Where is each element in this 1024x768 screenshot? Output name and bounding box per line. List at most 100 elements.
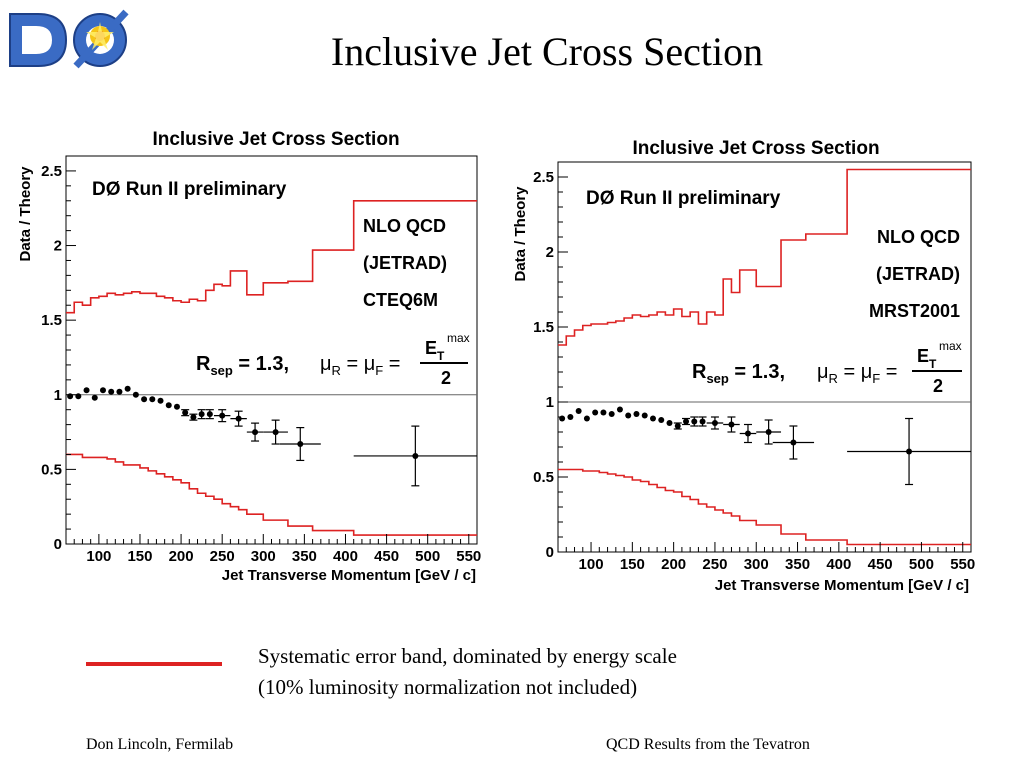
- chart-marks: 100 150 200 250 300 350 400 450 500 550 0 0.5 1 1.5 2 2…: [41, 163, 481, 565]
- x-tick-label: 150: [620, 556, 645, 573]
- y-axis-label: Data / Theory: [512, 186, 529, 282]
- x-tick-label: 200: [169, 548, 194, 565]
- data-point: [124, 385, 131, 392]
- footer-author: Don Lincoln, Fermilab: [86, 736, 234, 753]
- svg-text:ET: ET: [425, 338, 445, 363]
- y-axis-label: Data / Theory: [17, 166, 34, 262]
- et-e: E: [917, 346, 929, 366]
- x-tick-label: 250: [702, 556, 727, 573]
- x-tick-label: 550: [950, 556, 975, 573]
- data-point: [658, 417, 665, 423]
- data-point: [616, 406, 623, 413]
- rsep-value: = 1.3,: [233, 353, 289, 375]
- data-point: [641, 412, 648, 419]
- x-tick-label: 550: [456, 548, 481, 565]
- rsep-r: R: [692, 361, 707, 383]
- fraction-denominator: 2: [441, 368, 451, 388]
- data-point: [666, 420, 673, 426]
- y-tick-label: 2.5: [533, 169, 554, 186]
- y-tick-label: 1: [546, 394, 554, 411]
- caption-line-1: Systematic error band, dominated by ener…: [258, 644, 677, 668]
- data-point: [99, 387, 106, 394]
- data-point: [600, 409, 607, 416]
- data-point: [649, 415, 656, 422]
- mu-f: μ: [364, 353, 376, 375]
- footer-talk-title: QCD Results from the Tevatron: [606, 736, 810, 753]
- data-point: [67, 393, 74, 400]
- data-point: [674, 423, 681, 429]
- data-point: [412, 452, 419, 459]
- data-point: [633, 411, 640, 417]
- data-point: [691, 418, 698, 425]
- data-point: [91, 394, 98, 401]
- theory-label-line2: (JETRAD): [363, 253, 447, 273]
- scale-formula: Rsep = 1.3, μR = μF = ET max 2: [692, 339, 962, 396]
- rsep-value: = 1.3,: [729, 361, 785, 383]
- data-point: [190, 414, 197, 421]
- mu-eq: =: [341, 353, 364, 375]
- x-tick-label: 500: [415, 548, 440, 565]
- data-point: [173, 403, 180, 410]
- experiment-label: DØ Run II preliminary: [92, 179, 287, 200]
- y-tick-label: 1: [54, 387, 62, 404]
- x-tick-label: 300: [744, 556, 769, 573]
- chart-mrst2001: Inclusive Jet Cross Section Data / Theor…: [506, 126, 984, 598]
- chart-title: Inclusive Jet Cross Section: [152, 129, 399, 150]
- mu-f-sub: F: [375, 363, 383, 378]
- chart-title: Inclusive Jet Cross Section: [632, 138, 879, 159]
- caption-line-2: (10% luminosity normalization not includ…: [258, 675, 638, 699]
- et-sup: max: [447, 331, 470, 345]
- theory-label-line3: CTEQ6M: [363, 290, 438, 310]
- x-tick-label: 450: [374, 548, 399, 565]
- x-tick-label: 100: [86, 548, 111, 565]
- x-tick-label: 200: [661, 556, 686, 573]
- dzero-logo-mark: [9, 9, 129, 69]
- data-point: [116, 388, 123, 395]
- data-point: [132, 391, 139, 398]
- data-point: [272, 429, 279, 436]
- data-point: [182, 409, 189, 416]
- data-point: [235, 415, 242, 422]
- mu-r: μ: [817, 361, 829, 383]
- theory-label-line1: NLO QCD: [877, 227, 960, 247]
- x-tick-label: 350: [292, 548, 317, 565]
- et-sub: T: [929, 357, 937, 371]
- data-point: [608, 411, 615, 417]
- mu-f: μ: [861, 361, 873, 383]
- data-point: [683, 418, 690, 425]
- et-sub: T: [437, 349, 445, 363]
- y-tick-label: 0: [54, 536, 62, 553]
- data-point: [699, 418, 706, 425]
- svg-text:Rsep = 1.3,: Rsep = 1.3,: [196, 353, 289, 378]
- x-axis-label: Jet Transverse Momentum [GeV / c]: [715, 577, 969, 594]
- chart-mrst2001-svg: Inclusive Jet Cross Section Data / Theor…: [512, 138, 975, 594]
- svg-text:Rsep = 1.3,: Rsep = 1.3,: [692, 361, 785, 386]
- x-tick-label: 250: [210, 548, 235, 565]
- y-tick-label: 1.5: [41, 312, 62, 329]
- x-tick-label: 450: [868, 556, 893, 573]
- theory-label-line3: MRST2001: [869, 301, 960, 321]
- svg-text:μR = μF =: μR = μF =: [817, 361, 897, 386]
- x-tick-label: 100: [579, 556, 604, 573]
- x-tick-label: 150: [127, 548, 152, 565]
- et-sup: max: [939, 339, 962, 353]
- rsep-sub: sep: [210, 363, 232, 378]
- dzero-logo: [4, 4, 132, 72]
- rsep-r: R: [196, 353, 211, 375]
- data-point: [83, 387, 90, 394]
- data-point: [252, 429, 259, 436]
- data-point: [575, 408, 582, 414]
- svg-text:ET: ET: [917, 346, 937, 371]
- mu-eq2: =: [880, 361, 897, 383]
- y-tick-label: 2.5: [41, 163, 62, 180]
- data-point: [75, 393, 82, 400]
- experiment-label: DØ Run II preliminary: [586, 188, 781, 209]
- systematic-band-legend-line: [86, 662, 222, 666]
- mu-r-sub: R: [332, 363, 341, 378]
- data-point: [206, 411, 213, 418]
- data-point: [219, 412, 226, 419]
- data-point: [141, 396, 148, 403]
- plot-frame: [557, 161, 972, 553]
- data-point: [728, 421, 735, 428]
- caption: Systematic error band, dominated by ener…: [258, 641, 677, 703]
